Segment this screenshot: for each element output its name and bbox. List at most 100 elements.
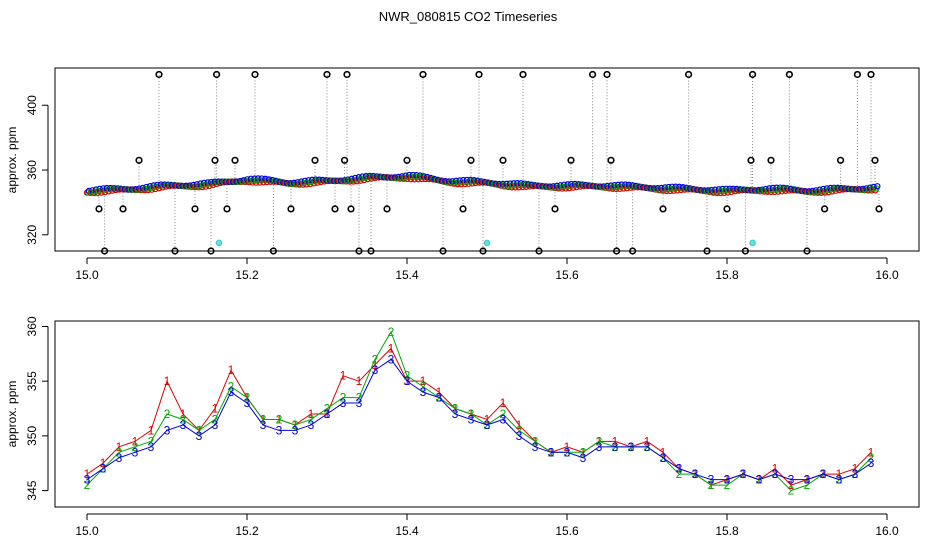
series-2-point: 2 [580, 445, 587, 459]
series-3-point: 3 [692, 467, 699, 481]
series-3-point: 3 [196, 429, 203, 443]
series-1-point: 1 [820, 467, 827, 481]
flagged-point [749, 239, 756, 247]
series-3-point: 3 [724, 473, 731, 487]
series-1-point: 1 [180, 407, 187, 421]
series-2-point: 2 [180, 412, 187, 426]
outlier-point [135, 156, 143, 164]
outlier-point [347, 205, 355, 213]
series-2-point: 2 [484, 418, 491, 432]
series-3-point: 3 [228, 385, 235, 399]
outlier-point [607, 156, 615, 164]
series-1-point: 1 [164, 374, 171, 388]
series-3-point: 3 [772, 467, 779, 481]
series-2-point: 2 [420, 380, 427, 394]
series-1-point: 1 [212, 402, 219, 416]
outlier-point [367, 247, 375, 255]
series-2-point: 2 [196, 423, 203, 437]
series-2-point: 2 [868, 451, 875, 465]
series-3-point: 3 [788, 473, 795, 487]
outlier-point [567, 156, 575, 164]
series-2-point: 2 [84, 478, 91, 492]
series-1-point: 1 [228, 363, 235, 377]
series-2-point: 2 [564, 445, 571, 459]
outlier-point [475, 70, 483, 79]
baseline-point [269, 176, 276, 184]
outlier-point [803, 247, 811, 255]
series-2-point: 2 [724, 478, 731, 492]
series-3-point: 3 [276, 423, 283, 437]
series-3-point: 3 [132, 445, 139, 459]
series-1-point: 1 [676, 462, 683, 476]
series-2-point: 2 [756, 473, 763, 487]
x-tick-label: 15.0 [75, 268, 99, 282]
series-1-point: 1 [388, 341, 395, 355]
outlier-point [311, 156, 319, 164]
outlier-point [100, 247, 109, 255]
series-2-point: 2 [324, 402, 331, 416]
outlier-point [551, 205, 559, 213]
series-2-point: 2 [388, 325, 395, 339]
series-1-point: 1 [276, 412, 283, 426]
series-1-point: 1 [612, 434, 619, 448]
outlier-point [703, 247, 711, 255]
series-1-point: 1 [116, 440, 123, 454]
bottom-x-axis: 15.0 15.2 15.4 15.6 15.8 16.0 [75, 513, 899, 538]
series-2-point: 2 [852, 467, 859, 481]
series-3-point: 3 [516, 429, 523, 443]
outlier-point [331, 205, 339, 213]
series-1-point: 1 [452, 402, 459, 416]
outlier-point [383, 205, 391, 213]
series-1-point: 1 [692, 467, 699, 481]
series-1-point: 1 [804, 473, 811, 487]
series-1-point: 1 [244, 391, 251, 405]
series-3-point: 3 [452, 407, 459, 421]
series-1-point: 1 [404, 374, 411, 388]
series-2-point: 2 [692, 467, 699, 481]
series-3-point: 3 [708, 473, 715, 487]
outlier-point [748, 70, 757, 79]
series-1-point: 1 [756, 473, 763, 487]
y-tick-label: 345 [25, 480, 39, 500]
y-tick-label: 360 [25, 316, 39, 336]
series-2-point: 2 [228, 380, 235, 394]
series-3-point: 3 [548, 445, 555, 459]
outlier-point [723, 205, 731, 213]
series-2-point: 2 [548, 445, 555, 459]
series-1-point: 1 [372, 358, 379, 372]
series-3-point: 3 [644, 440, 651, 454]
x-tick-label: 15.2 [235, 268, 259, 282]
series-3-point: 3 [356, 396, 363, 410]
y-tick-label: 400 [25, 95, 39, 115]
series-2-point: 2 [244, 391, 251, 405]
outlier-point [836, 156, 845, 164]
top-x-axis: 15.0 15.2 15.4 15.6 15.8 16.0 [75, 257, 899, 282]
top-plot-frame [54, 67, 920, 252]
series-3-point: 3 [804, 473, 811, 487]
series-3-point: 3 [388, 352, 395, 366]
series-3-point: 3 [260, 418, 267, 432]
series-1-point: 1 [148, 423, 155, 437]
outlier-point [659, 205, 667, 213]
outlier-point [419, 70, 427, 79]
series-2-point: 2 [644, 440, 651, 454]
x-tick-label: 16.0 [875, 268, 899, 282]
outlier-point [287, 205, 295, 213]
x-tick-label: 15.4 [395, 268, 419, 282]
bottom-y-axis-label: approx. ppm [5, 381, 19, 448]
series-3-point: 3 [660, 451, 667, 465]
series-3-point: 3 [340, 396, 347, 410]
outlier-point [467, 156, 475, 164]
series-1-point: 1 [564, 440, 571, 454]
series-3-point: 3 [244, 396, 251, 410]
series-3-point: 3 [324, 407, 331, 421]
outlier-point [820, 205, 829, 213]
bottom-plot-frame [54, 320, 920, 508]
series-1-point: 1 [596, 434, 603, 448]
top-panel: 15.0 15.2 15.4 15.6 15.8 16.0 320 360 400 appro… [5, 67, 920, 282]
series-3-point: 3 [676, 462, 683, 476]
outlier-point [213, 70, 221, 79]
series-3-point: 3 [84, 473, 91, 487]
